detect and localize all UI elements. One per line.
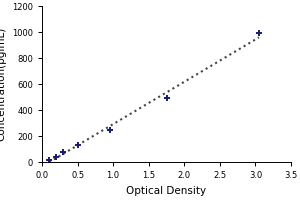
X-axis label: Optical Density: Optical Density <box>126 186 207 196</box>
Y-axis label: Concentration(pgimL): Concentration(pgimL) <box>0 27 6 141</box>
